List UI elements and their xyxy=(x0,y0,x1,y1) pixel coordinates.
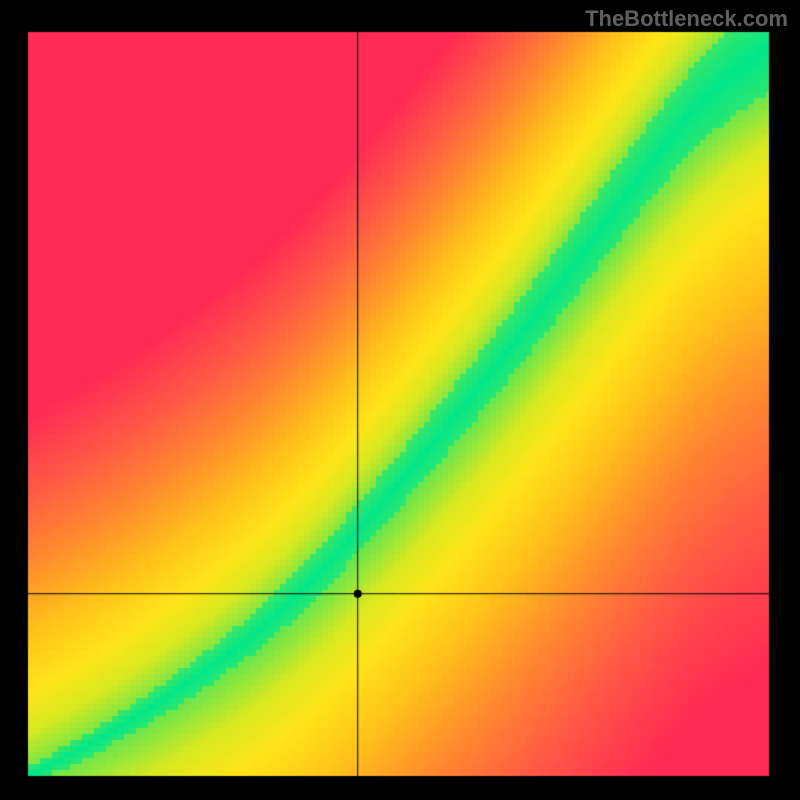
heatmap-canvas xyxy=(0,0,800,800)
watermark-text: TheBottleneck.com xyxy=(585,6,788,32)
chart-container: TheBottleneck.com xyxy=(0,0,800,800)
